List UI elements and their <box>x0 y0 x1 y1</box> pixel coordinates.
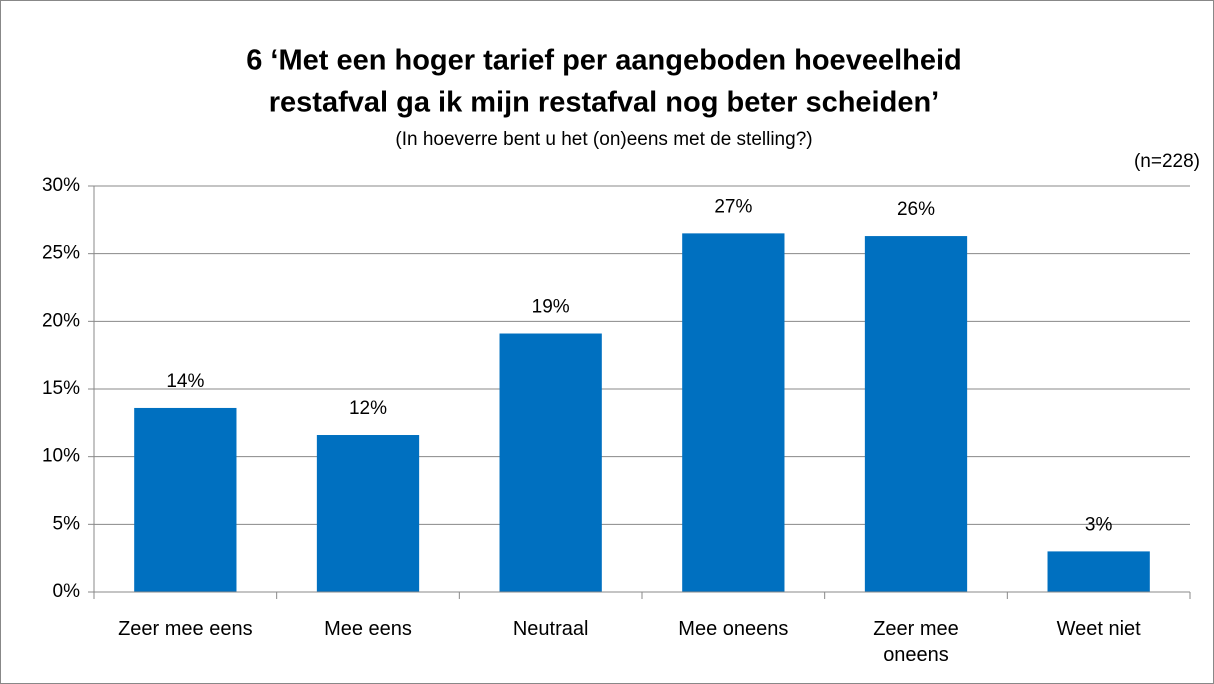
x-tick-label: Neutraal <box>512 618 589 640</box>
y-tick-label: 20% <box>42 310 80 331</box>
x-tick-label: Zeer mee oneens <box>873 618 959 666</box>
chart-title: restafval ga ik mijn restafval nog beter… <box>269 87 939 119</box>
bar <box>1047 551 1150 592</box>
data-label: 27% <box>714 196 752 217</box>
bar <box>499 333 602 592</box>
x-tick-label: Mee eens <box>324 618 412 640</box>
annotation: (n=228) <box>1134 151 1200 172</box>
data-label: 12% <box>349 398 387 419</box>
x-tick-label: Weet niet <box>1056 618 1141 640</box>
bar <box>134 407 237 592</box>
data-label: 14% <box>166 371 204 392</box>
bar <box>682 233 785 592</box>
y-tick-label: 30% <box>42 175 80 196</box>
bar <box>316 435 420 592</box>
data-label: 3% <box>1085 514 1113 535</box>
y-tick-label: 0% <box>53 581 81 602</box>
chart-title: 6 ‘Met een hoger tarief per aangeboden h… <box>246 45 962 77</box>
data-label: 26% <box>897 199 935 220</box>
x-tick-label: Zeer mee eens <box>118 618 253 640</box>
bar <box>864 236 968 592</box>
y-tick-label: 25% <box>42 243 80 264</box>
y-tick-label: 5% <box>53 513 81 534</box>
chart-subtitle: (In hoeverre bent u het (on)eens met de … <box>395 129 812 150</box>
data-label: 19% <box>532 297 570 318</box>
y-tick-label: 15% <box>42 378 80 399</box>
y-tick-label: 10% <box>42 446 80 467</box>
x-tick-label: Mee oneens <box>678 618 789 640</box>
